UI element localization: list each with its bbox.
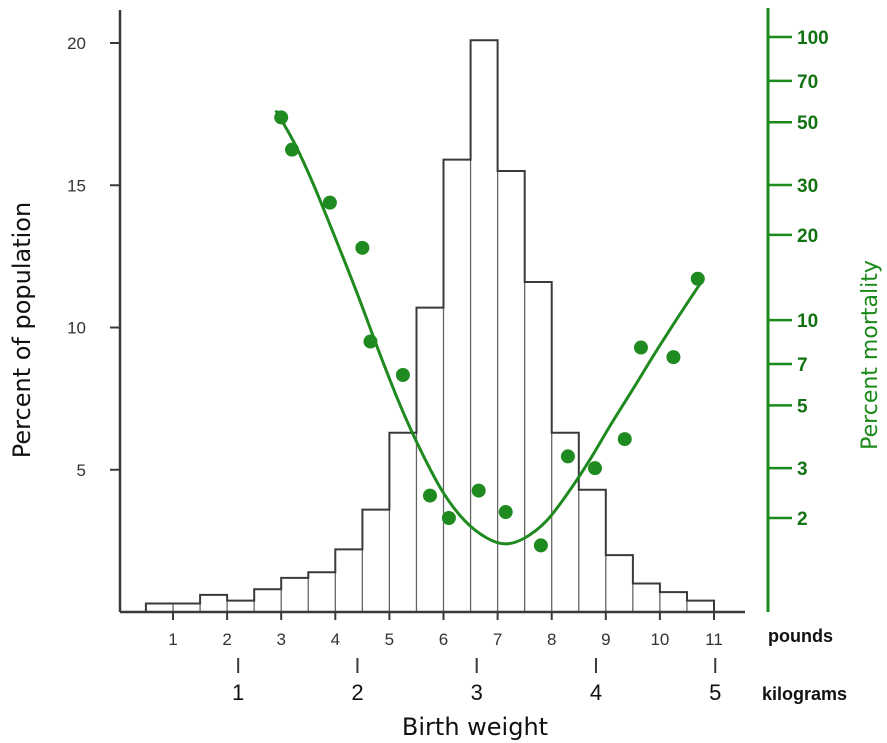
mortality-points-layer xyxy=(274,110,705,553)
histogram-bar xyxy=(469,39,499,613)
x-tick-label-kilograms: 3 xyxy=(471,680,483,705)
mortality-point xyxy=(322,195,337,210)
mortality-point xyxy=(498,505,513,520)
histogram-bar xyxy=(415,306,445,613)
mortality-point xyxy=(422,488,437,503)
y-tick-label: 10 xyxy=(67,319,86,338)
mortality-point xyxy=(690,271,705,286)
mortality-point xyxy=(363,334,378,349)
mortality-point xyxy=(274,110,289,125)
histogram-bar xyxy=(226,600,255,613)
histogram-bar xyxy=(145,602,174,613)
y2-tick-label: 2 xyxy=(797,509,808,530)
histogram-bar xyxy=(280,577,309,613)
histogram-bar xyxy=(334,548,363,613)
y-tick-label: 15 xyxy=(67,176,86,195)
histogram-bar xyxy=(524,281,553,613)
x-tick-label-pounds: 3 xyxy=(276,630,285,649)
y2-tick-label: 10 xyxy=(797,311,818,332)
y-axis-title: Percent of population xyxy=(8,202,36,458)
histogram-bar xyxy=(497,170,526,613)
y2-tick-label: 100 xyxy=(797,28,829,49)
mortality-point xyxy=(666,350,681,365)
x-tick-label-pounds: 9 xyxy=(601,630,610,649)
histogram-bar xyxy=(605,554,634,613)
x-tick-label-pounds: 8 xyxy=(547,630,556,649)
mortality-point xyxy=(395,367,410,382)
histogram-bar xyxy=(659,591,688,613)
y2-tick-label: 20 xyxy=(797,226,818,247)
x-tick-label-kilograms: 1 xyxy=(232,680,244,705)
histogram-bar xyxy=(442,159,472,613)
y-tick-label: 20 xyxy=(67,34,86,53)
x-tick-label-pounds: 4 xyxy=(331,630,340,649)
x-tick-label-kilograms: 5 xyxy=(709,680,721,705)
mortality-point xyxy=(471,483,486,498)
x-tick-label-pounds: 1 xyxy=(168,630,177,649)
histogram-bar xyxy=(172,602,201,613)
histogram-bar xyxy=(388,432,418,613)
mortality-point xyxy=(355,240,370,255)
mortality-point xyxy=(633,340,648,355)
x-tick-label-pounds: 5 xyxy=(385,630,394,649)
mortality-point xyxy=(560,449,575,464)
mortality-fit-curve xyxy=(274,109,702,546)
x-tick-label-pounds: 7 xyxy=(493,630,502,649)
mortality-point xyxy=(285,142,300,157)
x-tick-label-pounds: 6 xyxy=(439,630,448,649)
histogram-bar xyxy=(632,582,661,613)
histogram-bar xyxy=(686,600,715,613)
histogram-layer xyxy=(144,39,715,613)
y2-tick-label: 5 xyxy=(797,396,808,417)
x-axis-title: Birth weight xyxy=(402,713,548,741)
y2-tick-label: 30 xyxy=(797,176,818,197)
histogram-bar xyxy=(578,489,607,613)
y2-tick-label: 7 xyxy=(797,355,808,376)
x-tick-label-pounds: 2 xyxy=(222,630,231,649)
y2-axis-title: Percent mortality xyxy=(858,260,883,450)
pounds-unit-label: pounds xyxy=(768,626,833,646)
histogram-bar xyxy=(253,588,282,613)
mortality-point xyxy=(587,461,602,476)
labels-layer: Birth weight Percent of population Perce… xyxy=(8,202,883,741)
histogram-bar xyxy=(199,594,228,613)
mortality-curve-layer xyxy=(274,109,702,546)
kilograms-unit-label: kilograms xyxy=(762,684,847,704)
histogram-bar xyxy=(361,508,391,613)
y2-tick-label: 70 xyxy=(797,72,818,93)
mortality-point xyxy=(441,511,456,525)
mortality-point xyxy=(533,538,548,553)
histogram-bar xyxy=(307,571,336,613)
x-tick-label-pounds: 11 xyxy=(705,630,723,649)
mortality-point xyxy=(617,432,632,447)
y-tick-label: 5 xyxy=(77,461,86,480)
x-tick-label-kilograms: 2 xyxy=(351,680,363,705)
histogram-outline xyxy=(144,39,715,612)
x-tick-label-kilograms: 4 xyxy=(590,680,602,705)
x-tick-label-pounds: 10 xyxy=(650,630,669,649)
y2-tick-label: 3 xyxy=(797,459,808,480)
y2-tick-label: 50 xyxy=(797,113,818,134)
